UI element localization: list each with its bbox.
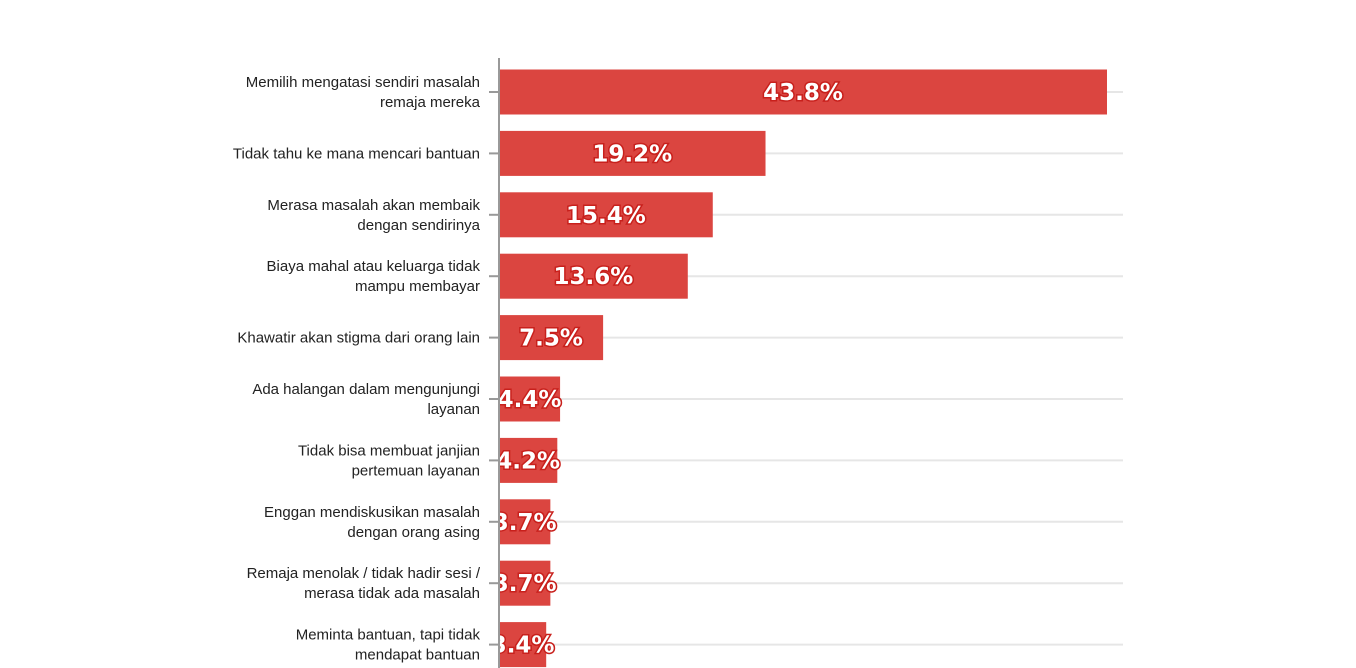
bar — [499, 192, 713, 238]
category-label: Remaja menolak / tidak hadir sesi / — [247, 565, 481, 582]
category-label: mampu membayar — [355, 278, 480, 295]
category-label: Biaya mahal atau keluarga tidak — [267, 258, 481, 275]
data-label: 15.4% — [566, 203, 646, 229]
data-label: 43.8% — [763, 80, 843, 106]
category-label: dengan orang asing — [347, 524, 480, 541]
bar — [499, 560, 551, 606]
category-label: merasa tidak ada masalah — [304, 585, 480, 602]
bar — [499, 253, 688, 299]
data-label: 3.7% — [493, 510, 557, 536]
category-label: Tidak bisa membuat janjian — [298, 442, 480, 459]
category-label: remaja mereka — [380, 94, 481, 111]
category-label: Ada halangan dalam mengunjungi — [252, 381, 480, 398]
category-label: layanan — [427, 401, 480, 418]
category-label: Memilih mengatasi sendiri masalah — [246, 74, 480, 91]
bar — [499, 376, 561, 422]
data-label: 13.6% — [553, 264, 633, 290]
category-label: Enggan mendiskusikan masalah — [264, 504, 480, 521]
data-label: 3.7% — [493, 571, 557, 597]
bar — [499, 499, 551, 545]
category-label: Merasa masalah akan membaik — [267, 197, 480, 214]
data-label: 3.4% — [491, 633, 555, 659]
category-label: mendapat bantuan — [355, 647, 480, 664]
category-labels: Memilih mengatasi sendiri masalah remaja … — [233, 74, 481, 664]
bar — [499, 130, 766, 176]
bar — [499, 315, 604, 361]
bars — [499, 69, 1107, 668]
category-label: Meminta bantuan, tapi tidak — [296, 627, 481, 644]
category-label: Khawatir akan stigma dari orang lain — [237, 330, 480, 347]
data-labels: 43.8% 19.2% 15.4% 13.6% 7.5% 4.4% 4.2% 3.7% 3.7%… — [491, 79, 844, 661]
data-label: 4.2% — [496, 448, 560, 474]
bar — [499, 622, 547, 668]
bar — [499, 69, 1107, 115]
data-label: 19.2% — [592, 141, 672, 167]
data-label: 7.5% — [519, 326, 583, 352]
category-label: Tidak tahu ke mana mencari bantuan — [233, 145, 480, 162]
bar — [499, 437, 558, 483]
category-label: pertemuan layanan — [352, 462, 480, 479]
category-label: dengan sendirinya — [357, 217, 480, 234]
data-label: 4.4% — [498, 387, 562, 413]
